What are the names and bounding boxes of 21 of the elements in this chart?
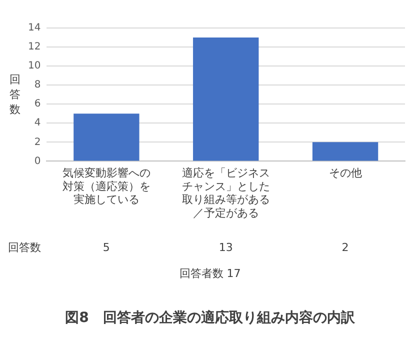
text: 回答数 xyxy=(8,240,41,256)
y-tick-label: 8 xyxy=(34,80,41,91)
data-label: 2 xyxy=(342,240,349,254)
y-tick-label: 0 xyxy=(34,156,41,167)
x-tick-label: 気候変動影響への対策（適応策）を実施している xyxy=(62,166,150,206)
y-tick-label: 4 xyxy=(34,118,41,129)
data-label: 13 xyxy=(218,240,233,254)
x-tick-label: 適応を「ビジネスチャンス」とした取り組み等がある／予定がある xyxy=(182,166,270,220)
y-tick-label: 2 xyxy=(34,136,41,148)
bar xyxy=(312,142,378,161)
y-tick-label: 14 xyxy=(28,22,41,34)
y-tick-label: 10 xyxy=(28,60,41,72)
bar xyxy=(74,114,140,161)
x-tick-label: その他 xyxy=(328,166,362,180)
bar xyxy=(193,38,259,161)
y-axis-title: 回答数 xyxy=(8,72,22,117)
text: 回答者数 17 xyxy=(178,266,242,281)
y-tick-label: 6 xyxy=(34,98,41,110)
text: 図8 回答者の企業の適応取り組み内容の内訳 xyxy=(64,309,356,327)
data-label: 5 xyxy=(102,240,110,254)
y-tick-label: 12 xyxy=(28,42,41,53)
